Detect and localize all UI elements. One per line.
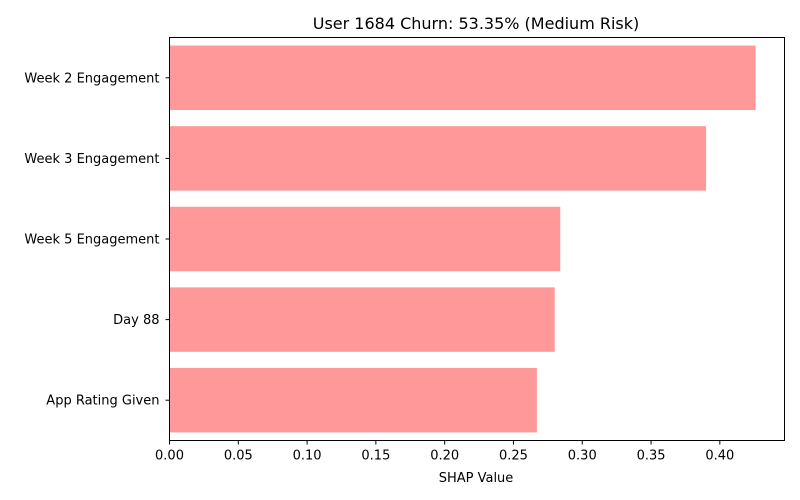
bars-group (169, 45, 756, 433)
x-tick-label: 0.00 (155, 449, 184, 464)
x-tick-label: 0.25 (499, 449, 528, 464)
y-tick-label: Week 2 Engagement (24, 71, 159, 86)
x-tick-label: 0.10 (293, 449, 322, 464)
x-tick-label: 0.15 (361, 449, 390, 464)
chart-title: User 1684 Churn: 53.35% (Medium Risk) (313, 14, 640, 33)
bar-day-88 (169, 287, 555, 352)
x-tick-label: 0.30 (568, 449, 597, 464)
bar-week-5-engagement (169, 206, 561, 272)
x-tick-label: 0.05 (224, 449, 253, 464)
x-axis-label: SHAP Value (439, 471, 514, 486)
plot-frame (169, 37, 785, 441)
y-tick-label: Day 88 (113, 313, 159, 328)
bar-week-3-engagement (169, 126, 707, 191)
x-tick-label: 0.35 (637, 449, 666, 464)
y-tick-label: Week 3 Engagement (24, 152, 159, 167)
bar-week-2-engagement (169, 45, 756, 111)
x-axis: 0.00 0.05 0.10 0.15 0.20 0.25 0.30 0.35 0.40 (155, 440, 734, 464)
bar-app-rating-given (169, 367, 537, 433)
y-axis: Week 2 Engagement Week 3 Engagement Week 5… (24, 71, 170, 409)
y-tick-label: Week 5 Engagement (24, 233, 159, 248)
x-tick-label: 0.20 (430, 449, 459, 464)
y-tick-label: App Rating Given (46, 394, 159, 409)
x-tick-label: 0.40 (705, 449, 734, 464)
